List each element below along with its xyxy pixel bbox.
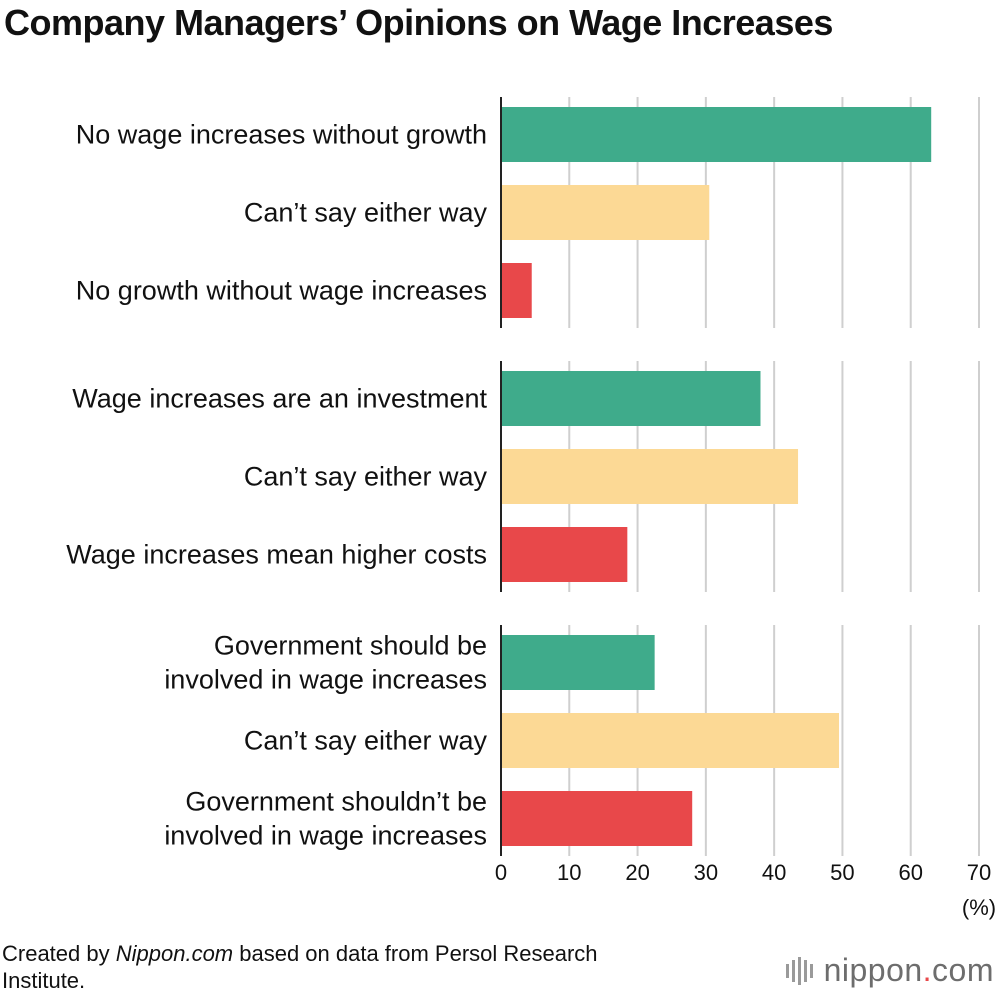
chart-title: Company Managers’ Opinions on Wage Incre… xyxy=(4,2,833,43)
bar xyxy=(502,791,693,846)
x-tick-label: 60 xyxy=(898,860,922,885)
brand-bars-icon xyxy=(785,956,816,985)
credit-source-name: Nippon.com xyxy=(115,941,234,966)
x-tick-label: 10 xyxy=(557,860,581,885)
bar-label: involved in wage increases xyxy=(164,821,487,851)
bar xyxy=(502,371,761,426)
x-tick-label: 20 xyxy=(625,860,649,885)
bar-label: Can’t say either way xyxy=(244,198,488,228)
x-tick-label: 70 xyxy=(967,860,991,885)
brand-logo: nippon. com xyxy=(785,952,994,989)
bar xyxy=(502,185,710,240)
bar-label: Can’t say either way xyxy=(244,462,488,492)
bar xyxy=(502,713,840,768)
bar-label: Government should be xyxy=(214,631,487,661)
credit-prefix: Created by xyxy=(2,941,116,966)
bar-label: Wage increases mean higher costs xyxy=(66,540,487,570)
bar xyxy=(502,449,799,504)
x-tick-label: 40 xyxy=(762,860,786,885)
brand-dot: . xyxy=(922,952,933,988)
bar-label: involved in wage increases xyxy=(164,665,487,695)
x-tick-label: 0 xyxy=(495,860,507,885)
brand-tld: com xyxy=(932,952,994,988)
bar-label: No growth without wage increases xyxy=(76,276,487,306)
bar xyxy=(502,527,628,582)
bar-label: No wage increases without growth xyxy=(76,120,487,150)
brand-name: nippon xyxy=(823,952,923,988)
x-axis-unit-label: (%) xyxy=(962,895,996,920)
x-tick-label: 30 xyxy=(694,860,718,885)
credit-suffix: based on data from Persol Research Insti… xyxy=(2,941,598,993)
bar xyxy=(502,263,532,318)
source-credit: Created by Nippon.com based on data from… xyxy=(2,940,602,994)
bar xyxy=(502,107,932,162)
x-tick-label: 50 xyxy=(830,860,854,885)
bar-label: Can’t say either way xyxy=(244,726,488,756)
bar xyxy=(502,635,655,690)
bar-label: Government shouldn’t be xyxy=(185,787,487,817)
bar-label: Wage increases are an investment xyxy=(72,384,487,414)
